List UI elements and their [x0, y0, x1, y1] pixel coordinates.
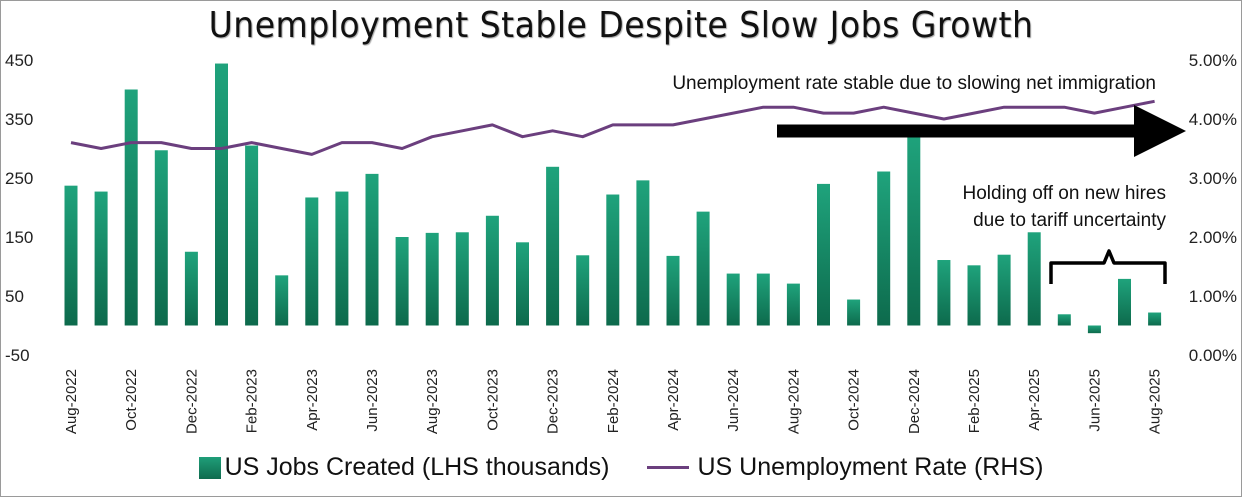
- right-axis-ticks: 5.00% 4.00% 3.00% 2.00% 1.00% 0.00%: [1189, 51, 1237, 365]
- jobs-bar-mar-2023: [275, 275, 289, 326]
- jobs-bar-nov-2022: [154, 150, 168, 326]
- jobs-bar-apr-2023: [305, 197, 319, 326]
- jobs-bar-sep-2023: [455, 232, 469, 326]
- left-tick-label: 250: [5, 169, 33, 188]
- jobs-bar-jul-2025: [1118, 278, 1131, 326]
- right-tick-label: 4.00%: [1189, 110, 1237, 129]
- right-tick-label: 5.00%: [1189, 51, 1237, 70]
- left-tick-label: 350: [5, 110, 33, 129]
- x-tick-label: Dec-2024: [906, 369, 923, 434]
- jobs-bar-oct-2023: [485, 215, 499, 326]
- jobs-bar-nov-2023: [516, 242, 529, 326]
- jobs-bar-aug-2023: [425, 232, 439, 326]
- legend-item-rate: US Unemployment Rate (RHS): [647, 453, 1043, 482]
- jobs-bar-feb-2025: [967, 265, 981, 326]
- x-tick-label: Apr-2025: [1026, 369, 1043, 431]
- jobs-bar-dec-2023: [546, 166, 560, 326]
- jobs-bar-mar-2025: [997, 254, 1011, 326]
- jobs-bar-oct-2024: [847, 299, 861, 326]
- legend-rate-label: US Unemployment Rate (RHS): [697, 453, 1044, 481]
- left-axis-ticks: 450 350 250 150 50 -50: [5, 51, 33, 365]
- right-tick-label: 0.00%: [1189, 346, 1237, 365]
- legend-jobs-label: US Jobs Created (LHS thousands): [224, 453, 610, 481]
- x-tick-label: Aug-2024: [785, 369, 802, 434]
- x-tick-label: Aug-2023: [424, 369, 441, 434]
- x-tick-label: Apr-2023: [304, 369, 321, 431]
- left-tick-label: -50: [5, 346, 30, 365]
- hires-bracket: [1049, 249, 1167, 284]
- jobs-bar-jun-2025: [1087, 325, 1101, 334]
- left-tick-label: 150: [5, 228, 33, 247]
- x-tick-label: Feb-2025: [966, 369, 983, 433]
- jobs-bar-may-2025: [1057, 314, 1071, 326]
- jobs-bar-may-2023: [335, 191, 349, 326]
- jobs-bar-aug-2024: [786, 283, 800, 326]
- jobs-bar-aug-2022: [64, 185, 78, 326]
- x-tick-label: Oct-2022: [123, 369, 140, 431]
- right-tick-label: 3.00%: [1189, 169, 1237, 188]
- left-tick-label: 450: [5, 51, 33, 70]
- x-tick-label: Dec-2023: [545, 369, 562, 434]
- jobs-bar-dec-2022: [184, 251, 198, 326]
- jobs-bar-jul-2023: [395, 237, 409, 326]
- x-axis-ticks: Aug-2022 Oct-2022 Dec-2022 Feb-2023 Apr-2023…: [63, 369, 1164, 434]
- x-tick-label: Jun-2023: [364, 369, 381, 432]
- x-tick-label: Jun-2024: [725, 369, 742, 432]
- jobs-bar-apr-2025: [1027, 232, 1041, 326]
- legend: US Jobs Created (LHS thousands) US Unemp…: [1, 453, 1241, 482]
- jobs-bar-mar-2024: [636, 180, 650, 326]
- x-tick-label: Feb-2023: [244, 369, 261, 433]
- legend-item-jobs: US Jobs Created (LHS thousands): [198, 453, 610, 482]
- x-tick-label: Feb-2024: [605, 369, 622, 433]
- chart-title: Unemployment Stable Despite Slow Jobs Gr…: [208, 5, 1034, 46]
- jobs-bar-jan-2023: [215, 63, 228, 326]
- jobs-bar-may-2024: [696, 211, 710, 326]
- jobs-bar-sep-2022: [94, 191, 108, 326]
- jobs-bar-jun-2023: [365, 173, 379, 326]
- x-tick-label: Apr-2024: [665, 369, 682, 431]
- jobs-bars: [64, 63, 1162, 334]
- x-tick-label: Aug-2025: [1147, 369, 1164, 434]
- jobs-bar-jun-2024: [726, 273, 740, 326]
- immigration-annotation: Unemployment rate stable due to slowing …: [672, 73, 1156, 94]
- jobs-bar-nov-2024: [877, 171, 891, 326]
- legend-line-swatch: [647, 466, 690, 469]
- x-tick-label: Dec-2022: [183, 369, 200, 434]
- x-tick-label: Oct-2023: [484, 369, 501, 431]
- x-tick-label: Oct-2024: [846, 369, 863, 431]
- jobs-bar-apr-2024: [666, 255, 680, 326]
- jobs-bar-feb-2023: [245, 145, 259, 326]
- x-tick-label: Jun-2025: [1086, 369, 1103, 432]
- left-tick-label: 50: [5, 287, 24, 306]
- jobs-bar-jul-2024: [756, 273, 770, 326]
- legend-bar-swatch: [198, 456, 221, 479]
- jobs-bar-oct-2022: [124, 89, 138, 326]
- jobs-bar-jan-2024: [576, 255, 590, 326]
- jobs-bar-sep-2024: [817, 183, 830, 326]
- jobs-bar-feb-2024: [606, 194, 620, 326]
- unemployment-rate-line: [70, 99, 1155, 156]
- chart-svg: 450 350 250 150 50 -50 5.00% 4.00% 3.00% 2.00% 1.…: [5, 51, 1237, 434]
- right-tick-label: 2.00%: [1189, 228, 1237, 247]
- jobs-bar-jan-2025: [937, 260, 951, 326]
- hires-annotation-line1: Holding off on new hires: [963, 183, 1167, 204]
- x-tick-label: Aug-2022: [63, 369, 80, 434]
- jobs-bar-aug-2025: [1148, 312, 1162, 326]
- hires-annotation-line2: due to tariff uncertainty: [973, 210, 1166, 231]
- jobs-bar-dec-2024: [907, 134, 921, 326]
- right-tick-label: 1.00%: [1189, 287, 1237, 306]
